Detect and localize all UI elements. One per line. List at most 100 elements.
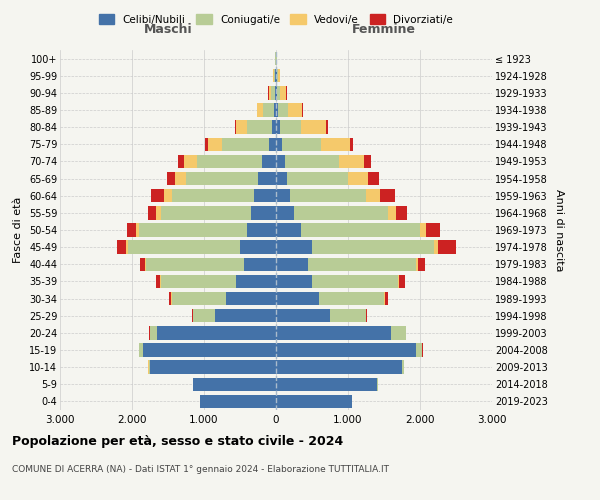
Bar: [434, 240, 438, 254]
Bar: [326, 120, 328, 134]
Bar: [276, 138, 282, 151]
Bar: [215, 309, 276, 322]
Bar: [271, 86, 275, 100]
Bar: [244, 258, 276, 271]
Bar: [226, 292, 276, 306]
Bar: [301, 224, 420, 236]
Bar: [350, 138, 353, 151]
Bar: [284, 154, 338, 168]
Text: Maschi: Maschi: [143, 24, 193, 36]
Bar: [117, 240, 126, 254]
Bar: [338, 154, 364, 168]
Bar: [143, 344, 276, 356]
Bar: [157, 206, 161, 220]
Bar: [275, 86, 276, 100]
Bar: [366, 189, 380, 202]
Bar: [160, 274, 161, 288]
Bar: [205, 138, 208, 151]
Bar: [276, 120, 280, 134]
Bar: [280, 120, 301, 134]
Text: Femmine: Femmine: [352, 24, 416, 36]
Bar: [192, 309, 193, 322]
Bar: [139, 224, 247, 236]
Bar: [276, 240, 312, 254]
Bar: [276, 360, 402, 374]
Bar: [150, 326, 157, 340]
Bar: [396, 206, 407, 220]
Bar: [257, 104, 263, 117]
Bar: [161, 206, 251, 220]
Bar: [416, 258, 418, 271]
Bar: [402, 360, 404, 374]
Bar: [151, 189, 164, 202]
Bar: [380, 189, 395, 202]
Bar: [278, 69, 280, 82]
Bar: [275, 69, 276, 82]
Bar: [276, 154, 284, 168]
Bar: [276, 86, 277, 100]
Bar: [385, 292, 388, 306]
Bar: [126, 240, 128, 254]
Bar: [276, 344, 416, 356]
Bar: [274, 104, 276, 117]
Bar: [400, 274, 405, 288]
Bar: [287, 104, 302, 117]
Bar: [398, 274, 400, 288]
Bar: [172, 292, 226, 306]
Bar: [282, 138, 322, 151]
Bar: [186, 172, 258, 186]
Bar: [148, 206, 157, 220]
Bar: [384, 292, 385, 306]
Bar: [272, 120, 276, 134]
Bar: [322, 138, 350, 151]
Bar: [312, 274, 398, 288]
Bar: [184, 154, 197, 168]
Bar: [287, 172, 348, 186]
Bar: [193, 309, 215, 322]
Bar: [301, 120, 326, 134]
Bar: [200, 394, 276, 408]
Bar: [276, 309, 330, 322]
Bar: [156, 274, 160, 288]
Bar: [262, 154, 276, 168]
Text: Popolazione per età, sesso e stato civile - 2024: Popolazione per età, sesso e stato civil…: [12, 435, 343, 448]
Bar: [258, 172, 276, 186]
Bar: [127, 224, 136, 236]
Bar: [438, 240, 456, 254]
Bar: [277, 86, 280, 100]
Bar: [276, 258, 308, 271]
Bar: [276, 189, 290, 202]
Bar: [418, 258, 425, 271]
Bar: [308, 258, 416, 271]
Bar: [420, 224, 426, 236]
Bar: [388, 206, 396, 220]
Bar: [276, 378, 377, 391]
Bar: [364, 154, 371, 168]
Bar: [348, 172, 368, 186]
Bar: [280, 86, 286, 100]
Bar: [263, 104, 274, 117]
Bar: [276, 292, 319, 306]
Y-axis label: Fasce di età: Fasce di età: [13, 197, 23, 263]
Bar: [276, 206, 294, 220]
Bar: [276, 69, 277, 82]
Bar: [235, 120, 236, 134]
Legend: Celibi/Nubili, Coniugati/e, Vedovi/e, Divorziati/e: Celibi/Nubili, Coniugati/e, Vedovi/e, Di…: [95, 10, 457, 29]
Bar: [274, 69, 275, 82]
Bar: [236, 274, 276, 288]
Bar: [276, 224, 301, 236]
Y-axis label: Anni di nascita: Anni di nascita: [554, 188, 565, 271]
Bar: [269, 138, 276, 151]
Bar: [247, 120, 272, 134]
Bar: [426, 224, 440, 236]
Bar: [146, 258, 244, 271]
Bar: [294, 206, 388, 220]
Bar: [290, 189, 366, 202]
Bar: [161, 274, 236, 288]
Bar: [277, 69, 278, 82]
Bar: [222, 138, 269, 151]
Bar: [139, 344, 143, 356]
Bar: [368, 172, 379, 186]
Bar: [136, 224, 139, 236]
Bar: [302, 104, 303, 117]
